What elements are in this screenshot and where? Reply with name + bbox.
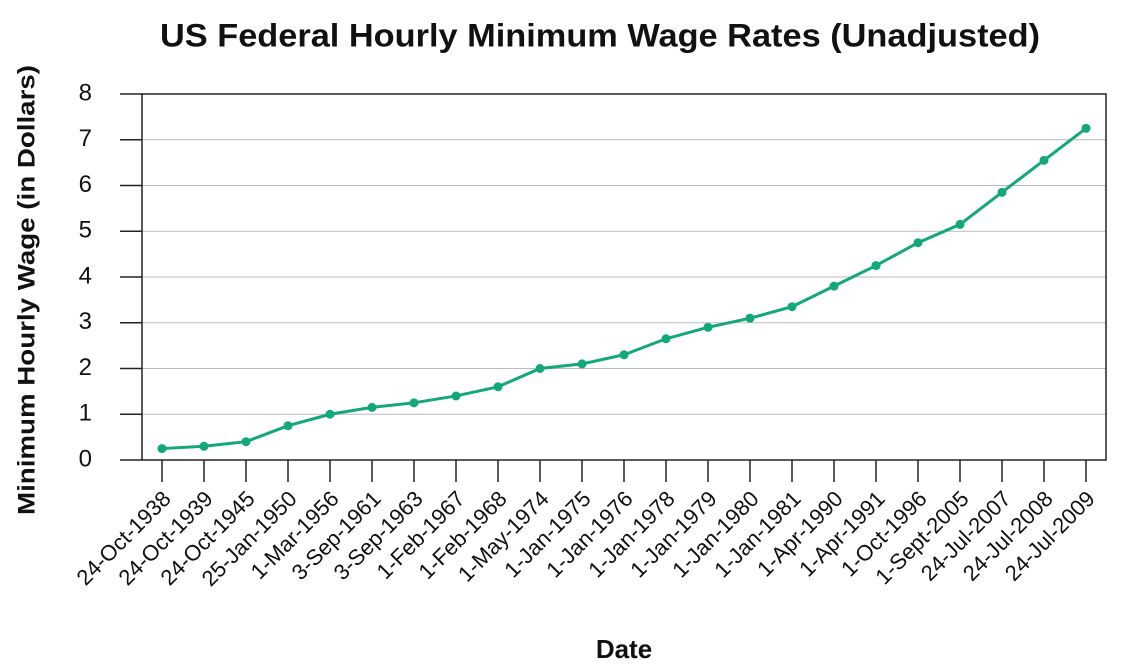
y-tick-label: 7 [79,125,92,152]
y-tick-label: 4 [79,262,92,289]
data-point [325,409,335,419]
data-point [1039,155,1049,165]
data-point [997,187,1007,197]
y-tick-label: 1 [79,400,92,427]
data-line [161,127,1087,451]
data-point [787,302,797,312]
data-point [367,402,377,412]
data-point [745,313,755,323]
y-tick-label: 6 [79,171,92,198]
data-point [829,281,839,291]
y-tick-label: 3 [79,308,92,335]
data-point [157,444,167,454]
y-tick-label: 8 [79,79,92,106]
data-point [913,238,923,248]
data-point [535,364,545,373]
x-axis-title: Date [596,634,652,664]
y-tick-label: 2 [79,354,92,381]
data-point [493,382,503,392]
data-point [241,437,251,447]
data-point [451,391,461,401]
data-point [409,398,419,408]
y-tick-label: 0 [79,445,92,472]
y-tick-label: 5 [79,217,92,244]
data-point [199,441,209,451]
data-point [661,334,671,344]
data-point [1081,123,1091,133]
data-point [577,359,587,369]
data-point [703,322,713,332]
data-point [871,261,881,271]
data-point [619,350,629,360]
data-point [955,219,965,229]
y-axis-title: Minimum Hourly Wage (in Dollars) [13,65,40,515]
chart-title: US Federal Hourly Minimum Wage Rates (Un… [160,17,1040,53]
data-point [283,421,293,431]
